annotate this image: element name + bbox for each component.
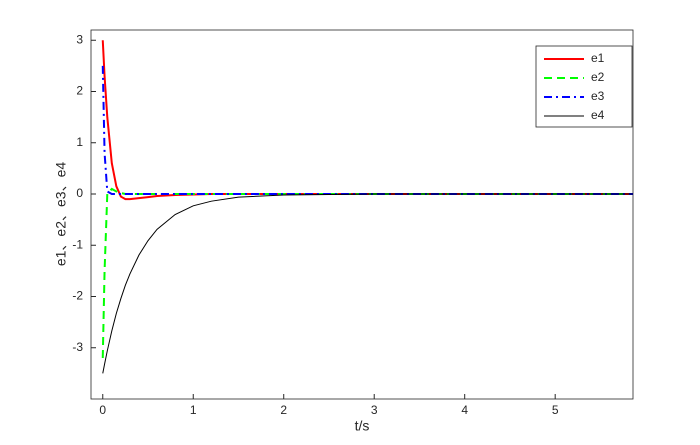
legend-label: e1 bbox=[591, 51, 605, 65]
legend-label: e3 bbox=[591, 89, 605, 103]
x-tick-label: 0 bbox=[99, 403, 106, 417]
series-line bbox=[102, 193, 633, 374]
y-tick-label: 2 bbox=[76, 84, 83, 98]
y-tick-label: -1 bbox=[72, 237, 83, 251]
x-tick-label: 1 bbox=[190, 403, 197, 417]
x-tick-label: 3 bbox=[371, 403, 378, 417]
y-tick-label: -3 bbox=[72, 340, 83, 354]
x-tick-label: 5 bbox=[552, 403, 559, 417]
y-tick-label: -2 bbox=[72, 289, 83, 303]
y-axis-label: e1、e2、e3、e4 bbox=[53, 162, 69, 267]
y-tick-label: 1 bbox=[76, 135, 83, 149]
y-tick-label: 0 bbox=[76, 186, 83, 200]
legend-label: e2 bbox=[591, 70, 605, 84]
x-axis-label: t/s bbox=[355, 418, 370, 434]
x-tick-label: 4 bbox=[461, 403, 468, 417]
x-tick-label: 2 bbox=[280, 403, 287, 417]
legend-label: e4 bbox=[591, 108, 605, 122]
y-tick-label: 3 bbox=[76, 32, 83, 46]
